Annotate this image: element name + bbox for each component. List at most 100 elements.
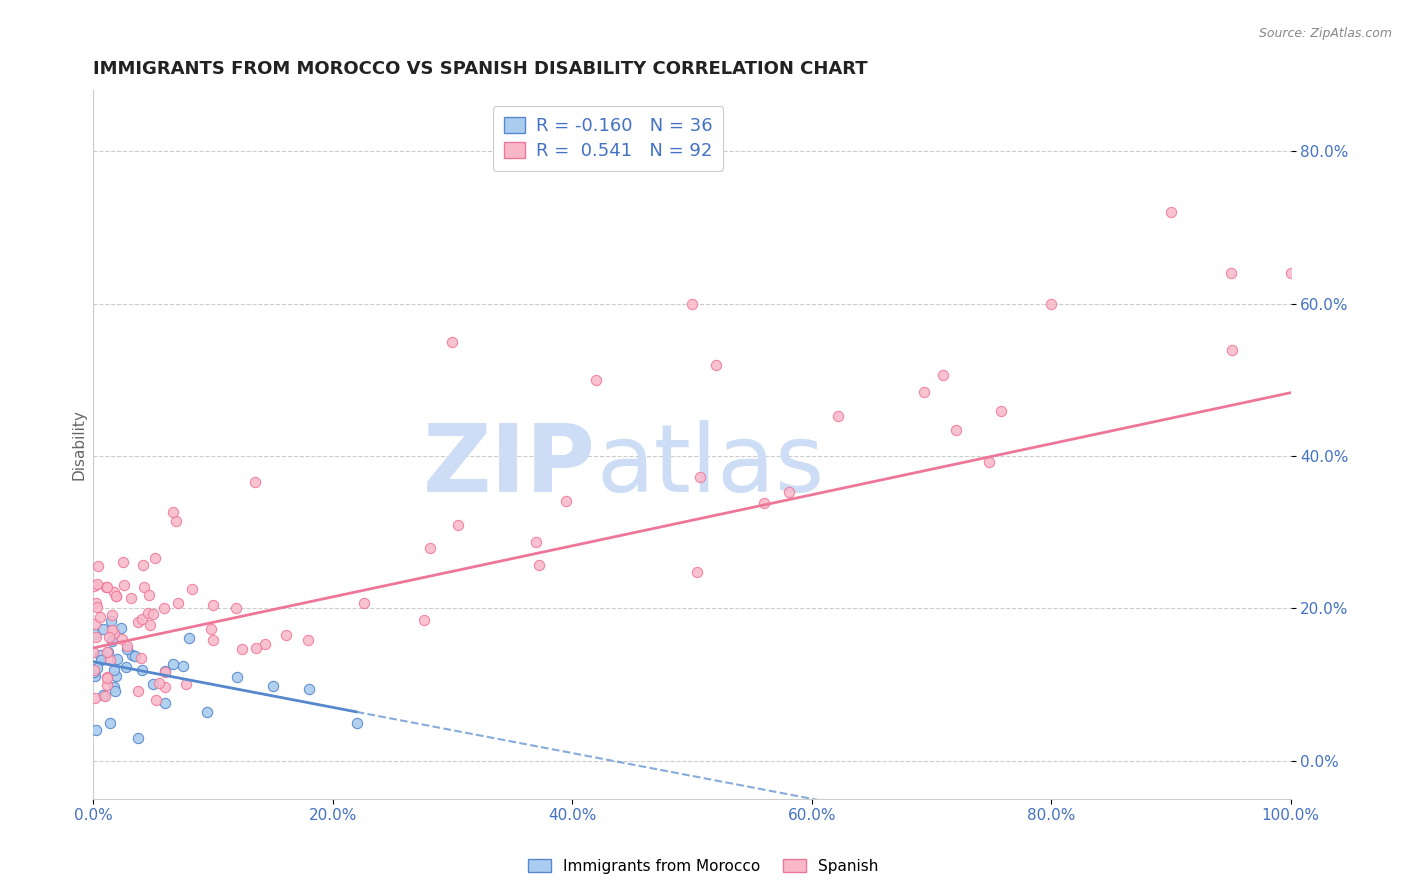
Point (96, 645, 118, 659)
Point (977, 455, 1000, 469)
Point (83, 690, 105, 705)
Point (84, 596, 107, 610)
Point (143, 551, 166, 566)
Point (134, 580, 156, 594)
Point (138, 588, 160, 602)
Point (97, 630, 120, 644)
Point (200, 622, 222, 636)
Point (104, 684, 127, 698)
Point (167, 596, 190, 610)
Point (96, 670, 118, 684)
Point (94, 689, 117, 703)
Point (1220, 343, 1243, 358)
Point (96, 645, 118, 659)
Point (86, 661, 108, 675)
Point (100, 715, 122, 730)
Point (153, 601, 176, 615)
Point (83, 663, 105, 677)
Point (1040, 296, 1063, 310)
Point (153, 664, 176, 678)
Point (101, 623, 124, 637)
Point (115, 641, 138, 656)
Point (104, 590, 127, 604)
Point (127, 615, 149, 629)
Point (162, 657, 184, 672)
Point (114, 578, 136, 592)
Point (142, 677, 165, 691)
Point (176, 677, 198, 691)
Point (124, 648, 146, 663)
Point (86, 577, 108, 591)
Point (136, 606, 159, 620)
Point (231, 642, 253, 657)
Point (98, 653, 121, 667)
Point (84, 669, 107, 683)
Point (83, 665, 105, 679)
Point (101, 633, 124, 648)
Point (243, 475, 266, 489)
Point (346, 716, 368, 731)
Point (103, 663, 125, 677)
Point (105, 652, 128, 666)
Point (132, 558, 155, 572)
Point (276, 628, 298, 642)
Y-axis label: Disability: Disability (72, 409, 86, 480)
Text: Source: ZipAtlas.com: Source: ZipAtlas.com (1258, 27, 1392, 40)
Point (778, 485, 800, 500)
Point (105, 669, 128, 683)
Point (298, 682, 321, 697)
Point (945, 423, 967, 437)
Point (83, 579, 105, 593)
Legend: Immigrants from Morocco, Spanish: Immigrants from Morocco, Spanish (522, 853, 884, 880)
Point (225, 601, 247, 615)
Point (128, 731, 150, 745)
Point (145, 692, 167, 706)
Point (201, 598, 224, 612)
Point (914, 384, 936, 399)
Point (139, 617, 162, 632)
Point (172, 658, 194, 673)
Point (91, 622, 114, 636)
Point (117, 640, 139, 654)
Point (100, 614, 122, 628)
Text: atlas: atlas (596, 420, 824, 512)
Point (990, 404, 1012, 418)
Text: IMMIGRANTS FROM MOROCCO VS SPANISH DISABILITY CORRELATION CHART: IMMIGRANTS FROM MOROCCO VS SPANISH DISAB… (93, 60, 868, 78)
Point (932, 368, 955, 383)
Point (96, 580, 118, 594)
Point (1160, 205, 1182, 219)
Point (148, 676, 170, 690)
Point (131, 612, 153, 626)
Point (441, 334, 464, 349)
Point (419, 541, 441, 555)
Point (686, 565, 709, 579)
Point (155, 665, 177, 679)
Point (166, 514, 188, 528)
Point (93, 688, 115, 702)
Point (89, 610, 111, 624)
Point (245, 640, 267, 655)
Point (89, 648, 111, 662)
Point (524, 534, 547, 549)
Point (1279, 266, 1302, 280)
Point (111, 632, 134, 646)
Point (121, 648, 143, 662)
Point (225, 670, 247, 684)
Point (181, 582, 204, 596)
Point (1219, 266, 1241, 280)
Point (96, 671, 118, 685)
Point (585, 373, 607, 387)
Point (162, 505, 184, 519)
Point (96, 677, 118, 691)
Point (681, 296, 703, 310)
Point (105, 589, 128, 603)
Point (103, 585, 125, 599)
Point (142, 607, 165, 621)
Point (103, 626, 125, 640)
Point (527, 558, 550, 573)
Point (262, 679, 284, 693)
Point (83, 617, 105, 632)
Point (90, 653, 112, 667)
Point (254, 638, 277, 652)
Point (87, 558, 110, 573)
